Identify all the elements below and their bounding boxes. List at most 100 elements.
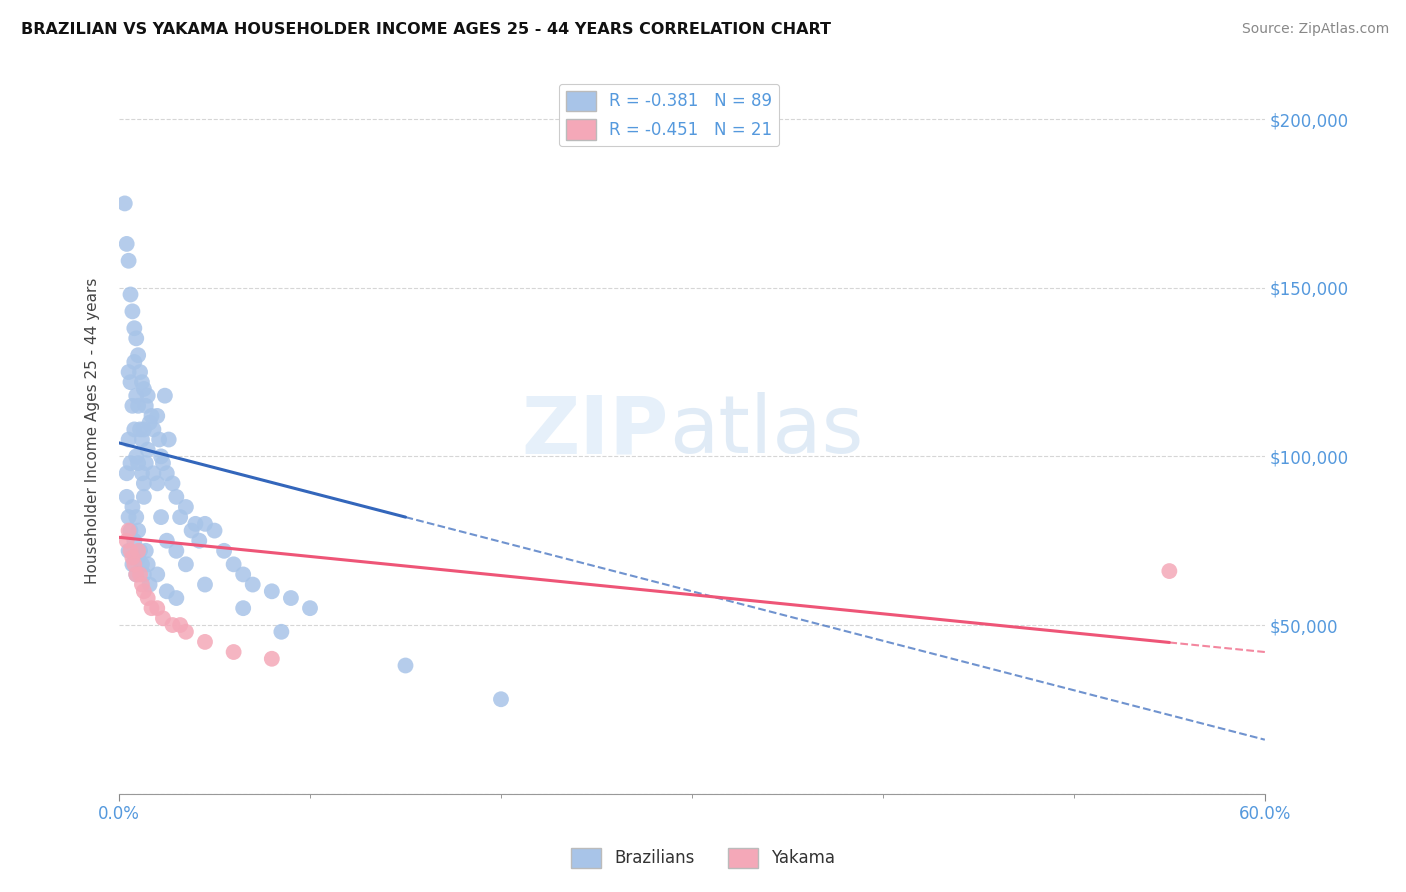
- Point: [156, 533, 179, 548]
- Point: [117, 510, 139, 524]
- Point: [129, 365, 152, 379]
- Point: [125, 567, 148, 582]
- Point: [157, 433, 180, 447]
- Point: [117, 544, 139, 558]
- Point: [120, 287, 142, 301]
- Point: [121, 550, 143, 565]
- Point: [131, 558, 153, 572]
- Point: [152, 611, 174, 625]
- Point: [146, 476, 169, 491]
- Point: [120, 544, 142, 558]
- Point: [242, 577, 264, 591]
- Point: [115, 490, 138, 504]
- Text: atlas: atlas: [669, 392, 863, 470]
- Point: [127, 524, 149, 538]
- Point: [156, 584, 179, 599]
- Point: [165, 591, 187, 605]
- Point: [146, 601, 169, 615]
- Point: [124, 558, 146, 572]
- Point: [135, 544, 157, 558]
- Text: ZIP: ZIP: [522, 392, 669, 470]
- Point: [174, 558, 197, 572]
- Point: [146, 567, 169, 582]
- Point: [120, 375, 142, 389]
- Point: [162, 618, 184, 632]
- Point: [115, 467, 138, 481]
- Point: [124, 355, 146, 369]
- Point: [127, 399, 149, 413]
- Point: [136, 558, 159, 572]
- Point: [132, 490, 155, 504]
- Point: [232, 601, 254, 615]
- Point: [141, 409, 163, 423]
- Point: [124, 422, 146, 436]
- Point: [132, 422, 155, 436]
- Point: [165, 544, 187, 558]
- Legend: R = -0.381   N = 89, R = -0.451   N = 21: R = -0.381 N = 89, R = -0.451 N = 21: [560, 84, 779, 146]
- Point: [121, 304, 143, 318]
- Point: [212, 544, 235, 558]
- Point: [115, 533, 138, 548]
- Point: [148, 433, 170, 447]
- Point: [180, 524, 202, 538]
- Point: [115, 236, 138, 251]
- Point: [169, 618, 191, 632]
- Legend: Brazilians, Yakama: Brazilians, Yakama: [564, 841, 842, 875]
- Point: [132, 476, 155, 491]
- Point: [117, 365, 139, 379]
- Point: [127, 544, 149, 558]
- Point: [138, 577, 160, 591]
- Point: [174, 500, 197, 514]
- Point: [232, 567, 254, 582]
- Point: [121, 500, 143, 514]
- Point: [142, 467, 165, 481]
- Point: [194, 516, 217, 531]
- Point: [280, 591, 302, 605]
- Point: [141, 601, 163, 615]
- Point: [222, 645, 245, 659]
- Point: [136, 389, 159, 403]
- Point: [124, 321, 146, 335]
- Text: Source: ZipAtlas.com: Source: ZipAtlas.com: [1241, 22, 1389, 37]
- Point: [132, 584, 155, 599]
- Point: [270, 624, 292, 639]
- Point: [194, 635, 217, 649]
- Point: [260, 652, 283, 666]
- Point: [127, 550, 149, 565]
- Point: [136, 442, 159, 457]
- Point: [138, 416, 160, 430]
- Point: [121, 399, 143, 413]
- Point: [489, 692, 512, 706]
- Point: [136, 591, 159, 605]
- Point: [132, 382, 155, 396]
- Point: [194, 577, 217, 591]
- Point: [394, 658, 416, 673]
- Point: [125, 567, 148, 582]
- Point: [135, 456, 157, 470]
- Point: [156, 467, 179, 481]
- Point: [125, 389, 148, 403]
- Point: [121, 558, 143, 572]
- Point: [152, 456, 174, 470]
- Point: [153, 389, 176, 403]
- Point: [129, 544, 152, 558]
- Point: [114, 196, 136, 211]
- Point: [125, 450, 148, 464]
- Point: [117, 524, 139, 538]
- Point: [131, 375, 153, 389]
- Point: [146, 409, 169, 423]
- Point: [174, 624, 197, 639]
- Point: [127, 348, 149, 362]
- Point: [222, 558, 245, 572]
- Point: [150, 510, 173, 524]
- Point: [169, 510, 191, 524]
- Point: [129, 567, 152, 582]
- Point: [188, 533, 211, 548]
- Point: [135, 399, 157, 413]
- Point: [124, 533, 146, 548]
- Point: [129, 422, 152, 436]
- Point: [117, 253, 139, 268]
- Point: [117, 433, 139, 447]
- Point: [165, 490, 187, 504]
- Point: [120, 456, 142, 470]
